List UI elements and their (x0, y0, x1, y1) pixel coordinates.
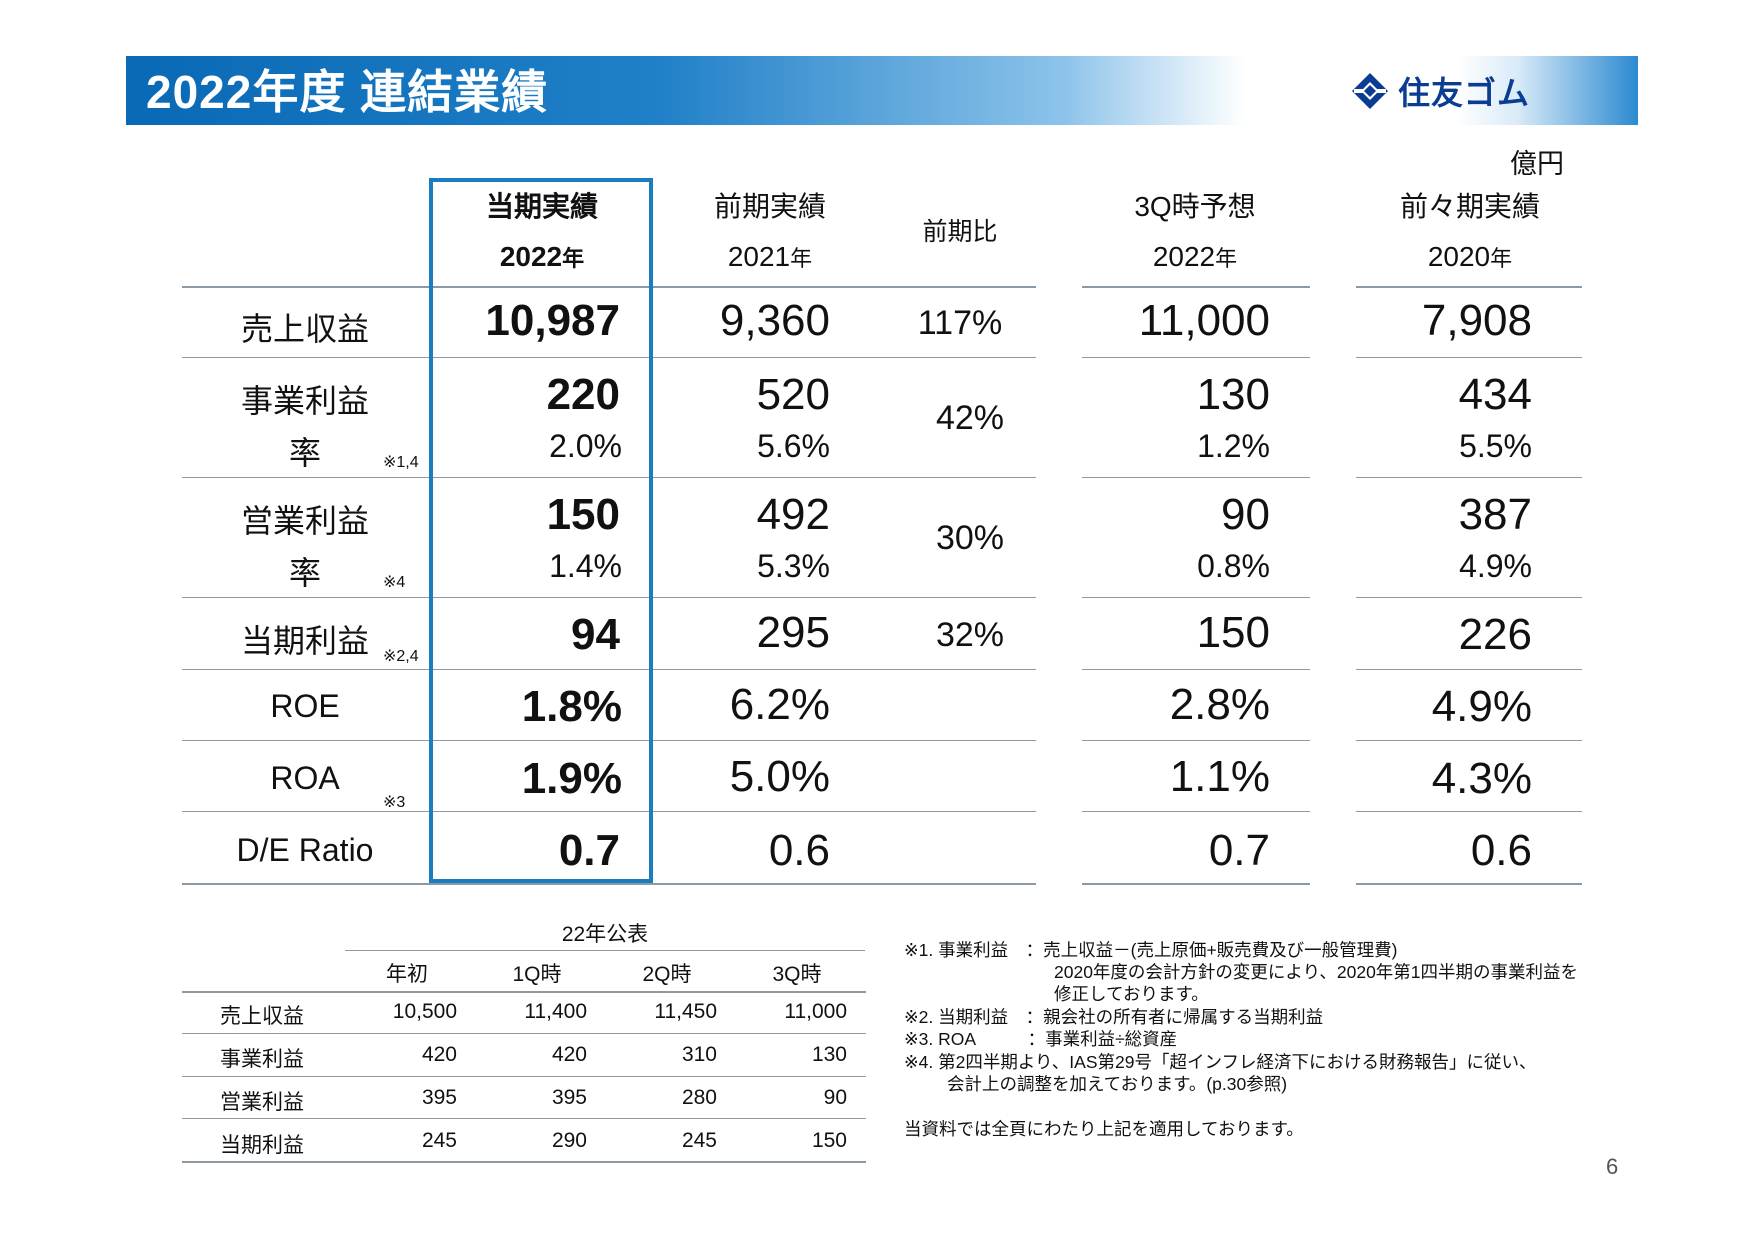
header-prevprev: 前々期実績 2020年 (1399, 191, 1540, 272)
row-label: ROA (270, 760, 340, 796)
value-prevprev: 4.3% (1431, 754, 1532, 803)
cell: 420 (551, 1043, 587, 1066)
header-forecast: 3Q時予想 2022年 (1134, 191, 1256, 272)
cell: 290 (551, 1129, 587, 1152)
cell: 420 (421, 1043, 457, 1066)
row-label: D/E Ratio (236, 832, 374, 868)
value-forecast: 2.8% (1169, 680, 1270, 729)
footnote: ※2. 当期利益 ：親会社の所有者に帰属する当期利益 (904, 1007, 1324, 1027)
row-note: ※1,4 (383, 454, 419, 471)
value-prevprev: 387 (1458, 490, 1532, 539)
value-prev: 295 (756, 608, 830, 657)
row-label: 当期利益 (220, 1134, 304, 1157)
value-current: 1.8% (521, 682, 622, 731)
value-forecast: 1.1% (1169, 752, 1270, 801)
header-current: 当期実績 2022年 (485, 191, 598, 272)
row-label: ROE (270, 688, 340, 724)
cell: 150 (811, 1129, 847, 1152)
cell: 11,400 (524, 1000, 587, 1023)
cell: 90 (823, 1086, 847, 1109)
value-ratio: 30% (935, 519, 1005, 557)
cell: 10,500 (392, 1000, 457, 1023)
cell: 245 (681, 1129, 717, 1152)
rate-current: 2.0% (549, 428, 622, 464)
value-prevprev: 0.6 (1470, 826, 1532, 875)
row-sublabel: 率 (288, 435, 321, 471)
footnote: 当資料では全頁にわたり上記を適用しております。 (904, 1119, 1304, 1139)
value-forecast: 11,000 (1138, 296, 1270, 345)
footnote: ※3. ROA ：事業利益÷総資産 (904, 1029, 1178, 1049)
header-prev: 前期実績 2021年 (713, 191, 826, 272)
value-prevprev: 434 (1458, 370, 1532, 419)
logo-text: 住友ゴム (1398, 75, 1531, 111)
rate-prevprev: 4.9% (1459, 548, 1532, 584)
value-current: 220 (546, 370, 620, 419)
value-current: 1.9% (521, 754, 622, 803)
value-prev: 9,360 (719, 296, 830, 345)
row-label: 売上収益 (220, 1005, 304, 1028)
row-note: ※4 (383, 574, 406, 591)
rate-forecast: 1.2% (1197, 428, 1270, 464)
value-forecast: 90 (1221, 490, 1270, 539)
footnote: 修正しております。 (1054, 984, 1209, 1004)
current-period-highlight (429, 178, 653, 883)
row-note: ※2,4 (383, 648, 419, 665)
cell: 11,450 (654, 1000, 717, 1023)
announcement-col: 1Q時 (512, 963, 562, 986)
company-logo: 住友ゴム (1350, 70, 1530, 112)
value-forecast: 0.7 (1208, 826, 1270, 875)
page-number: 6 (1606, 1154, 1619, 1179)
value-ratio: 42% (935, 399, 1005, 437)
value-ratio: 32% (935, 616, 1005, 654)
cell: 11,000 (784, 1000, 847, 1023)
cell: 245 (421, 1129, 457, 1152)
rate-current: 1.4% (549, 548, 622, 584)
rate-prev: 5.3% (757, 548, 830, 584)
value-current: 94 (571, 610, 620, 659)
rate-prev: 5.6% (757, 428, 830, 464)
value-prevprev: 226 (1458, 610, 1532, 659)
value-forecast: 130 (1196, 370, 1270, 419)
footnote: 会計上の調整を加えております。(p.30参照) (947, 1074, 1288, 1094)
cell: 395 (551, 1086, 587, 1109)
row-label: 営業利益 (220, 1091, 304, 1114)
row-sublabel: 率 (288, 555, 321, 591)
rate-forecast: 0.8% (1197, 548, 1270, 584)
page-title: 2022年度 連結業績 (146, 66, 549, 118)
cell: 395 (421, 1086, 457, 1109)
unit-label: 億円 (1510, 149, 1564, 179)
value-forecast: 150 (1196, 608, 1270, 657)
value-prev: 520 (756, 370, 830, 419)
cell: 130 (811, 1043, 847, 1066)
header-ratio: 前期比 (922, 218, 998, 246)
value-prev: 5.0% (729, 752, 830, 801)
announcement-col: 2Q時 (642, 963, 692, 986)
footnote: ※4. 第2四半期より、IAS第29号「超インフレ経済下における財務報告」に従い… (904, 1052, 1537, 1072)
row-label: 営業利益 (240, 503, 369, 539)
cell: 310 (681, 1043, 717, 1066)
value-prevprev: 7,908 (1421, 296, 1532, 345)
value-current: 150 (546, 490, 620, 539)
value-prev: 492 (756, 490, 830, 539)
value-prev: 0.6 (768, 826, 830, 875)
row-label: 売上収益 (240, 311, 369, 347)
value-prevprev: 4.9% (1431, 682, 1532, 731)
announcement-col: 年初 (386, 963, 428, 986)
cell: 280 (681, 1086, 717, 1109)
row-label: 事業利益 (240, 383, 369, 419)
announcement-title: 22年公表 (561, 923, 649, 946)
footnote: 2020年度の会計方針の変更により、2020年第1四半期の事業利益を (1054, 962, 1579, 982)
sumitomo-diamond-icon (1352, 73, 1388, 109)
value-prev: 6.2% (729, 680, 830, 729)
rate-prevprev: 5.5% (1459, 428, 1532, 464)
value-current: 10,987 (485, 296, 620, 345)
row-label: 当期利益 (240, 623, 369, 659)
row-note: ※3 (383, 794, 406, 811)
value-ratio: 117% (917, 304, 1003, 342)
announcement-col: 3Q時 (772, 963, 822, 986)
footnote: ※1. 事業利益 ：売上収益－(売上原価+販売費及び一般管理費) (904, 940, 1398, 960)
row-label: 事業利益 (220, 1048, 304, 1071)
value-current: 0.7 (558, 826, 620, 875)
